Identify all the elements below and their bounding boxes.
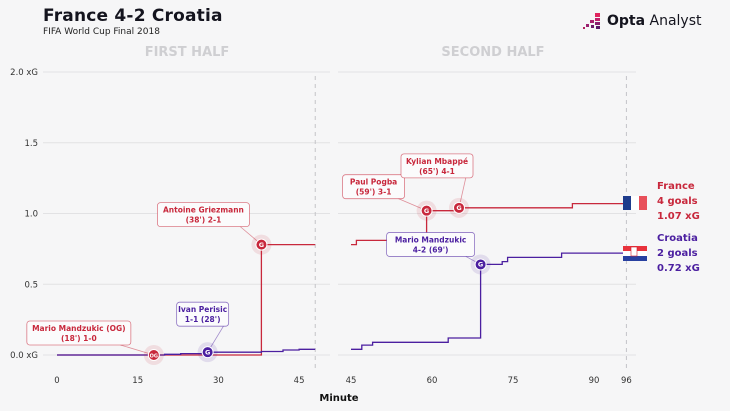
brand-text: Opta Analyst xyxy=(607,13,702,29)
annotation-scorer: Mario Mandzukic xyxy=(395,235,467,244)
axes: 0.0 xG 0.5 1.0 1.5 2.0 xG FIRST HALF 0 15 30 45 SE… xyxy=(10,45,632,404)
legend-xg: 0.72 xG xyxy=(657,263,700,274)
annotation-score: 4-2 (69') xyxy=(413,245,449,254)
goal-marker-label: G xyxy=(205,348,210,356)
grid-lines xyxy=(43,71,636,372)
legend-item-croatia: Croatia 2 goals 0.72 xG xyxy=(623,233,700,274)
opta-logo-icon xyxy=(583,13,600,29)
goal-marker-label: G xyxy=(259,241,264,249)
croatia-flag-icon xyxy=(623,246,647,261)
goal-marker-icon xyxy=(420,204,433,217)
legend-xg: 1.07 xG xyxy=(657,211,700,222)
x-tick-label: 15 xyxy=(132,376,143,386)
goal-marker-label: OG xyxy=(150,353,158,359)
annotation-score: (18') 1-0 xyxy=(61,334,97,343)
x-tick-label: 90 xyxy=(589,376,600,386)
annotations: Mario Mandzukic (OG)(18') 1-0 OG Ivan Peri… xyxy=(26,153,491,365)
opta-analyst-logo: Opta Analyst xyxy=(583,12,702,30)
series-lines xyxy=(57,202,627,356)
annotation-box xyxy=(176,301,230,327)
series-line-croatia-second-half xyxy=(351,252,627,350)
goal-marker-label: G xyxy=(478,261,483,269)
annotation-score: (65') 4-1 xyxy=(419,167,455,176)
annotation-scorer: Ivan Perisic xyxy=(178,305,227,314)
goal-annotation: Antoine Griezmann(38') 2-1 G xyxy=(157,202,272,255)
x-axis-label: Minute xyxy=(319,393,358,404)
goal-marker-icon xyxy=(201,346,214,359)
half-label-second-half: SECOND HALF xyxy=(441,45,544,60)
annotation-scorer: Antoine Griezmann xyxy=(163,206,244,215)
y-tick-label: 1.0 xyxy=(24,210,38,220)
chart-title: France 4-2 Croatia xyxy=(43,6,223,26)
y-tick-label: 2.0 xG xyxy=(10,68,38,78)
goal-annotation: Kylian Mbappé(65') 4-1 G xyxy=(400,153,474,218)
legend-item-france: France 4 goals 1.07 xG xyxy=(623,181,700,222)
goal-marker-icon xyxy=(453,201,465,214)
legend: France 4 goals 1.07 xG Croatia 2 goals 0.72 x… xyxy=(623,181,700,274)
y-tick-label: 0.5 xyxy=(24,280,38,290)
x-tick-label: 75 xyxy=(508,376,519,386)
x-tick-label: 60 xyxy=(427,376,438,386)
goal-annotation: Paul Pogba(59') 3-1 G xyxy=(342,174,437,221)
goal-marker-icon xyxy=(255,238,268,251)
annotation-score: 1-1 (28') xyxy=(185,315,221,324)
chart-subtitle: FIFA World Cup Final 2018 xyxy=(43,27,160,37)
x-tick-label: 96 xyxy=(621,376,632,386)
annotation-scorer: Mario Mandzukic (OG) xyxy=(32,324,126,333)
france-flag-icon xyxy=(623,196,647,210)
goal-marker-icon xyxy=(474,258,487,271)
goal-marker-icon xyxy=(147,349,160,361)
y-tick-label: 0.0 xG xyxy=(10,351,38,361)
legend-goals: 2 goals xyxy=(657,248,698,259)
series-line-france-second-half xyxy=(351,202,627,246)
annotation-box xyxy=(342,174,406,200)
x-tick-label: 45 xyxy=(346,376,357,386)
goal-annotation: Mario Mandzukic (OG)(18') 1-0 OG xyxy=(26,320,164,365)
legend-team: France xyxy=(657,181,695,192)
annotation-score: (38') 2-1 xyxy=(186,216,222,225)
annotation-box xyxy=(400,153,474,179)
x-tick-label: 45 xyxy=(294,376,305,386)
y-tick-label: 1.5 xyxy=(24,139,38,149)
annotation-box xyxy=(26,320,132,346)
croatia-coat-of-arms xyxy=(630,246,638,257)
annotation-scorer: Kylian Mbappé xyxy=(406,157,468,166)
x-tick-label: 0 xyxy=(54,376,59,386)
x-tick-label: 30 xyxy=(213,376,224,386)
legend-goals: 4 goals xyxy=(657,196,698,207)
annotation-score: (59') 3-1 xyxy=(356,188,392,197)
legend-team: Croatia xyxy=(657,233,698,244)
series-line-croatia-first-half xyxy=(57,348,316,356)
goal-marker-label: G xyxy=(424,207,429,215)
half-label-first-half: FIRST HALF xyxy=(145,45,230,60)
goal-marker-label: G xyxy=(456,204,461,212)
annotation-scorer: Paul Pogba xyxy=(350,178,397,187)
annotation-box xyxy=(386,232,476,257)
annotation-box xyxy=(157,202,250,228)
